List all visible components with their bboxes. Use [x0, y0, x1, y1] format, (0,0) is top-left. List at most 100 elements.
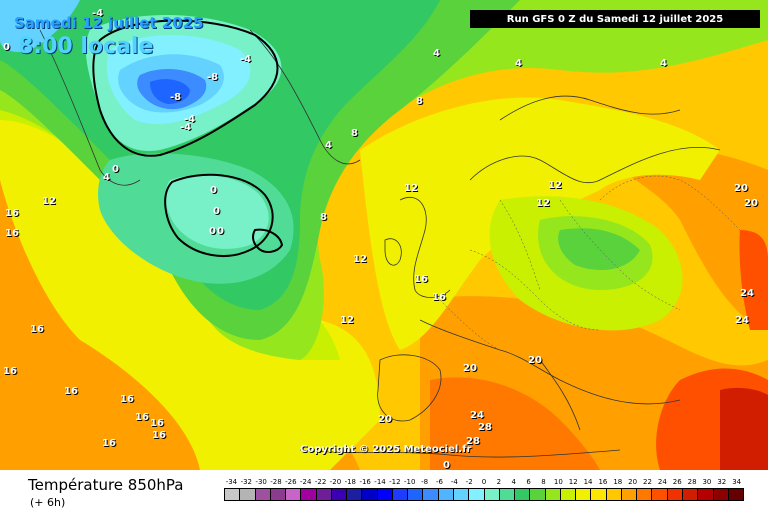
isotherm-label: 0 — [443, 460, 450, 470]
scale-color-cell — [499, 489, 516, 500]
forecast-step: (+ 6h) — [30, 496, 66, 509]
scale-tick-label: 2 — [496, 478, 502, 486]
isotherm-label: 28 — [466, 436, 480, 447]
field-28c-east — [720, 387, 768, 470]
scale-tick-label: -26 — [285, 478, 297, 486]
isotherm-label: 12 — [536, 198, 550, 209]
field-16c-sw — [0, 130, 360, 470]
isotherm-label: 4 — [660, 58, 667, 69]
isotherm-label: 16 — [152, 430, 166, 441]
border-3 — [559, 199, 681, 311]
isotherm-label: 0 — [213, 206, 220, 217]
isotherm-label: 8 — [416, 96, 423, 107]
color-scale: -34 -32 -30 -28 -26 -24 -22 -20 -18 -16 -14 -12 -10-… — [224, 478, 744, 506]
scale-color-cell — [453, 489, 470, 500]
scale-color-cell — [362, 489, 378, 500]
scale-tick-label: 24 — [657, 478, 667, 486]
isotherm-contours — [92, 19, 284, 257]
isotherm-label: 8 — [351, 128, 358, 139]
isotherm-label: 16 — [414, 274, 428, 285]
scale-color-cell — [377, 489, 393, 500]
coast-ireland — [384, 238, 402, 266]
border-5 — [599, 175, 741, 231]
isotherm-label: -8 — [170, 92, 182, 103]
borders — [439, 175, 741, 351]
scale-color-cell — [667, 489, 683, 500]
scale-color-cell — [301, 489, 317, 500]
scale-color-cell — [576, 489, 592, 500]
field-minus4c-corner — [0, 0, 80, 52]
coast-scandinavia — [469, 146, 721, 184]
isotherm-label: 0 — [3, 42, 10, 53]
isotherm-label: 16 — [135, 412, 149, 423]
scale-color-cell — [240, 489, 256, 500]
isotherm-label: 4 — [433, 48, 440, 59]
isotherm-label: -4 — [240, 54, 252, 65]
isotherm-label: 24 — [740, 288, 754, 299]
isotherm-label: 24 — [470, 410, 484, 421]
field-6c-poland — [558, 228, 640, 270]
isotherm-label: -4 — [92, 8, 104, 19]
isotherm-label: 12 — [404, 183, 418, 194]
scale-tick-label: -8 — [421, 478, 429, 486]
scale-tick-label: 28 — [687, 478, 697, 486]
scale-tick-label: 32 — [717, 478, 727, 486]
field-22c-east — [739, 230, 768, 330]
scale-tick-label: 34 — [732, 478, 742, 486]
temperature-map: -4 0 -4 4 -8 -8 -4 -4 0 4 4 4 4 8 8 8 12 12 12 12 12 12 16 16 16… — [0, 0, 768, 470]
isotherm-label: 12 — [340, 315, 354, 326]
scale-color-cell — [637, 489, 653, 500]
scale-tick-label: -24 — [300, 478, 312, 486]
isotherm-label: 12 — [353, 254, 367, 265]
scale-color-cell — [713, 489, 729, 500]
color-scale-ticks: -34 -32 -30 -28 -26 -24 -22 -20 -18 -16 -14 -12 -10-… — [224, 478, 744, 486]
forecast-date: Samedi 12 juillet 2025 — [14, 14, 204, 32]
legend-panel: Température 850hPa (+ 6h) -34 -32 -30 -28 -2… — [0, 470, 768, 512]
scale-color-cell — [515, 489, 531, 500]
scale-tick-label: 0 — [481, 478, 487, 486]
copyright-text: Copyright © 2025 Meteociel.fr — [300, 444, 472, 455]
scale-color-cell — [438, 489, 454, 500]
scale-tick-label: 14 — [583, 478, 593, 486]
isotherm-label: 16 — [102, 438, 116, 449]
isotherm-label: 16 — [3, 366, 17, 377]
field-0c-low — [165, 175, 269, 249]
scale-tick-label: -2 — [465, 478, 473, 486]
isotherm-label: 16 — [120, 394, 134, 405]
isotherm-label: -4 — [184, 114, 196, 125]
isotherm-label: 20 — [744, 198, 758, 209]
isotherm-label: 16 — [64, 386, 78, 397]
scale-color-cell — [408, 489, 424, 500]
scale-tick-label: 26 — [672, 478, 682, 486]
isotherm-label: 4 — [515, 58, 522, 69]
isotherm-label: 20 — [528, 355, 542, 366]
border-2 — [499, 199, 541, 291]
scale-color-cell — [606, 489, 622, 500]
scale-color-cell — [682, 489, 699, 500]
scale-tick-label: -22 — [314, 478, 327, 486]
scale-tick-label: -18 — [344, 478, 357, 486]
scale-color-cell — [652, 489, 668, 500]
contour-0c-small — [252, 228, 284, 253]
isotherm-label: 20 — [734, 183, 748, 194]
color-scale-bar — [224, 488, 744, 501]
scale-color-cell — [621, 489, 638, 500]
field-20c-iberia — [430, 377, 600, 470]
scale-tick-label: -28 — [270, 478, 282, 486]
isotherm-label: 28 — [478, 422, 492, 433]
scale-color-cell — [316, 489, 332, 500]
scale-tick-label: 4 — [511, 478, 516, 486]
scale-color-cell — [484, 489, 500, 500]
scale-color-cell — [423, 489, 439, 500]
temperature-field — [0, 0, 768, 470]
scale-tick-label: 20 — [628, 478, 638, 486]
scale-tick-label: 12 — [568, 478, 578, 486]
scale-tick-label: -32 — [240, 478, 252, 486]
scale-color-cell — [270, 489, 287, 500]
isotherm-label: 16 — [5, 228, 19, 239]
scale-color-cell — [225, 489, 241, 500]
isotherm-label: 0 — [217, 226, 224, 237]
coast-iberia — [377, 354, 442, 422]
scale-color-cell — [728, 489, 744, 500]
scale-color-cell — [347, 489, 363, 500]
